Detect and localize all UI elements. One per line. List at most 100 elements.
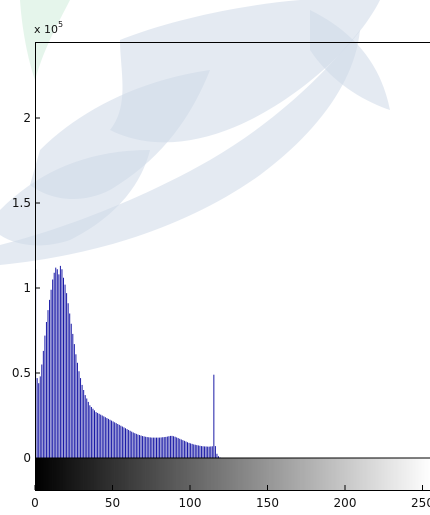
- colorbar-cell: [380, 458, 383, 490]
- colorbar-cell: [75, 458, 78, 490]
- colorbar-cell: [340, 458, 343, 490]
- colorbar-cell: [67, 458, 70, 490]
- colorbar-cell: [296, 458, 299, 490]
- colorbar-cell: [272, 458, 275, 490]
- colorbar-cell: [100, 458, 103, 490]
- colorbar-cell: [279, 458, 282, 490]
- colorbar-cell: [275, 458, 278, 490]
- colorbar-cell: [343, 458, 346, 490]
- colorbar-cell: [101, 458, 104, 490]
- colorbar-cell: [59, 458, 62, 490]
- colorbar-cell: [337, 458, 340, 490]
- colorbar-cell: [110, 458, 113, 490]
- colorbar-cell: [95, 458, 98, 490]
- colorbar-cell: [205, 458, 208, 490]
- colorbar-cell: [383, 458, 386, 490]
- colorbar-cell: [208, 458, 211, 490]
- colorbar-cell: [341, 458, 344, 490]
- colorbar-cell: [349, 458, 352, 490]
- colorbar-cell: [351, 458, 354, 490]
- colorbar-cell: [202, 458, 205, 490]
- colorbar-cell: [190, 458, 192, 490]
- colorbar-cell: [393, 458, 395, 490]
- colorbar-cell: [221, 458, 223, 490]
- colorbar-cell: [152, 458, 155, 490]
- colorbar-cell: [89, 458, 92, 490]
- colorbar-cell: [120, 458, 123, 490]
- grayscale-colorbar: [35, 457, 430, 490]
- colorbar-cell: [371, 458, 374, 490]
- colorbar-cell: [411, 458, 414, 490]
- colorbar-cell: [360, 458, 363, 490]
- colorbar-cell: [403, 458, 406, 490]
- colorbar-cell: [292, 458, 295, 490]
- colorbar-cell: [385, 458, 388, 490]
- colorbar-cell: [64, 458, 67, 490]
- colorbar-cell: [248, 458, 251, 490]
- colorbar-cell: [92, 458, 95, 490]
- colorbar-cell: [114, 458, 116, 490]
- colorbar-cell: [45, 458, 48, 490]
- colorbar-cell: [211, 458, 214, 490]
- colorbar-cell: [397, 458, 400, 490]
- colorbar-cell: [252, 458, 254, 490]
- colorbar-cell: [172, 458, 175, 490]
- y-tick-label: 0: [23, 451, 31, 465]
- colorbar-cell: [273, 458, 276, 490]
- colorbar-cell: [135, 458, 138, 490]
- colorbar-cell: [317, 458, 320, 490]
- colorbar-cell: [203, 458, 206, 490]
- y-tick-label: 2: [23, 111, 31, 125]
- colorbar-cell: [278, 458, 281, 490]
- colorbar-cell: [242, 458, 245, 490]
- colorbar-cell: [166, 458, 169, 490]
- colorbar-cell: [194, 458, 197, 490]
- colorbar-cell: [233, 458, 236, 490]
- colorbar-cell: [298, 458, 301, 490]
- colorbar-cell: [107, 458, 110, 490]
- colorbar-cell: [389, 458, 392, 490]
- colorbar-cell: [399, 458, 402, 490]
- colorbar-cell: [320, 458, 323, 490]
- colorbar-cell: [73, 458, 76, 490]
- colorbar-cell: [338, 458, 341, 490]
- colorbar-cell: [329, 458, 332, 490]
- colorbar-cell: [188, 458, 191, 490]
- colorbar-cell: [368, 458, 371, 490]
- y-axis: 0 0.5 1 1.5 2: [12, 111, 40, 465]
- colorbar-cell: [427, 458, 430, 490]
- colorbar-cell: [97, 458, 99, 490]
- colorbar-cell: [93, 458, 96, 490]
- colorbar-cell: [394, 458, 397, 490]
- colorbar-cell: [174, 458, 177, 490]
- colorbar-cell: [402, 458, 405, 490]
- colorbar-cell: [56, 458, 59, 490]
- colorbar-cell: [301, 458, 304, 490]
- colorbar-cell: [247, 458, 250, 490]
- x-tick-label: 150: [256, 496, 279, 510]
- colorbar-cell: [304, 458, 307, 490]
- colorbar-cell: [286, 458, 289, 490]
- colorbar-cell: [123, 458, 126, 490]
- colorbar-cell: [315, 458, 318, 490]
- colorbar-cell: [419, 458, 422, 490]
- colorbar-cell: [48, 458, 51, 490]
- colorbar-cell: [346, 458, 349, 490]
- colorbar-cell: [200, 458, 203, 490]
- x-tick-label: 250: [411, 496, 430, 510]
- colorbar-cell: [193, 458, 196, 490]
- colorbar-cell: [258, 458, 261, 490]
- colorbar-cell: [165, 458, 168, 490]
- colorbar-cell: [259, 458, 262, 490]
- colorbar-cell: [78, 458, 81, 490]
- colorbar-cell: [228, 458, 231, 490]
- colorbar-cell: [250, 458, 253, 490]
- colorbar-cell: [61, 458, 64, 490]
- colorbar-cell: [230, 458, 233, 490]
- colorbar-cell: [210, 458, 213, 490]
- colorbar-cell: [357, 458, 360, 490]
- colorbar-cell: [216, 458, 219, 490]
- x-tick-label: 100: [179, 496, 202, 510]
- colorbar-cell: [182, 458, 185, 490]
- colorbar-cell: [323, 458, 326, 490]
